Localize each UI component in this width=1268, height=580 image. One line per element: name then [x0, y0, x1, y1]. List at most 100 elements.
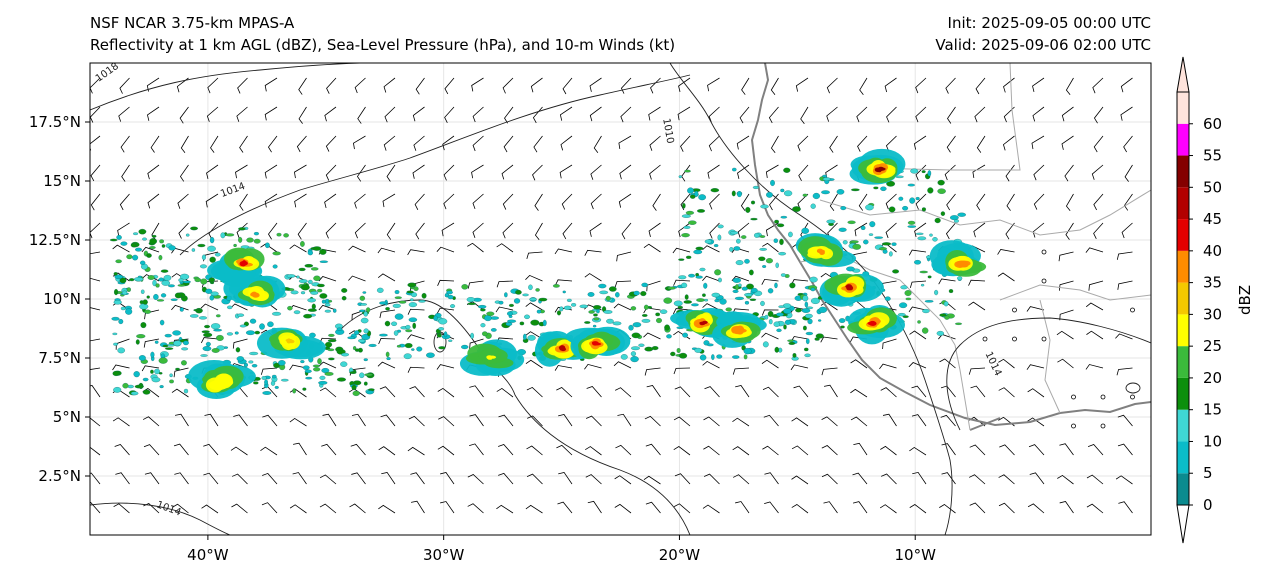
reflectivity-echo — [238, 227, 246, 231]
reflectivity-echo — [804, 353, 811, 358]
wind-barb — [171, 304, 189, 311]
reflectivity-echo — [156, 299, 165, 302]
wind-barb — [378, 446, 396, 456]
reflectivity-echo — [504, 292, 508, 298]
wind-barb — [143, 444, 160, 456]
wind-barb — [643, 243, 661, 253]
reflectivity-echo — [759, 235, 766, 238]
wind-barb — [998, 387, 1015, 398]
reflectivity-echo — [251, 364, 258, 368]
reflectivity-echo — [327, 339, 337, 343]
reflectivity-echo — [189, 314, 199, 318]
wind-barb — [151, 222, 160, 241]
wind-barb — [939, 504, 956, 514]
reflectivity-echo — [359, 295, 366, 301]
wind-barb — [142, 416, 160, 427]
reflectivity-echo — [259, 323, 265, 330]
wind-barb — [378, 338, 396, 345]
reflectivity-echo — [957, 212, 966, 217]
colorbar-segment — [1177, 250, 1189, 283]
wind-barb — [915, 106, 927, 123]
wind-barb — [821, 473, 838, 485]
wind-barb — [233, 414, 248, 427]
wind-barb — [1093, 222, 1104, 239]
wind-barb — [673, 503, 691, 514]
reflectivity-echo — [783, 190, 793, 197]
reflectivity-echo — [789, 282, 796, 289]
reflectivity-echo — [630, 351, 637, 357]
wind-barb — [298, 106, 307, 124]
reflectivity-echo — [774, 346, 780, 353]
wind-barb — [852, 472, 868, 485]
reflectivity-echo — [426, 352, 435, 358]
reflectivity-echo — [360, 317, 369, 324]
reflectivity-echo — [694, 190, 699, 197]
reflectivity-echo — [699, 354, 707, 361]
wind-barb — [469, 443, 484, 456]
wind-barb — [737, 164, 750, 179]
reflectivity-echo — [201, 254, 206, 260]
wind-barb — [584, 249, 602, 256]
wind-barb — [558, 472, 573, 485]
isobar-1014-north — [179, 74, 691, 256]
wind-barb — [532, 164, 543, 181]
reflectivity-echo — [358, 347, 363, 353]
wind-barb — [703, 473, 720, 485]
reflectivity-echo — [792, 353, 797, 358]
wind-barb — [289, 364, 307, 371]
wind-barb — [174, 413, 189, 427]
wind-barb — [972, 164, 986, 179]
reflectivity-echo — [207, 245, 216, 252]
reflectivity-echo — [179, 307, 184, 312]
wind-barb — [1115, 475, 1133, 485]
wind-barb — [525, 302, 543, 311]
wind-barb — [702, 303, 720, 311]
reflectivity-echo — [630, 306, 637, 311]
isobar-1014-east — [946, 317, 1151, 431]
reflectivity-echo — [815, 333, 824, 339]
wind-barb — [436, 246, 455, 253]
wind-barb — [264, 77, 278, 92]
reflectivity-echo — [341, 352, 349, 357]
reflectivity-echo — [144, 309, 152, 314]
reflectivity-echo — [264, 379, 268, 386]
wind-barb — [179, 164, 189, 182]
reflectivity-echo — [272, 251, 281, 256]
wind-barb — [944, 164, 956, 181]
wind-barb — [554, 365, 573, 371]
reflectivity-echo — [298, 279, 308, 284]
reflectivity-echo — [318, 380, 328, 385]
reflectivity-echo — [655, 312, 661, 317]
reflectivity-echo — [904, 290, 912, 297]
wind-barb — [652, 193, 661, 211]
reflectivity-echo — [364, 373, 373, 377]
wind-barb — [1088, 280, 1104, 291]
reflectivity-echo — [154, 368, 160, 375]
reflectivity-echo — [743, 347, 752, 355]
reflectivity-echo — [482, 331, 488, 337]
reflectivity-echo — [183, 388, 189, 394]
reflectivity-echo — [638, 343, 645, 347]
wind-barb — [437, 279, 455, 286]
valid-time: Valid: 2025-09-06 02:00 UTC — [935, 36, 1151, 54]
reflectivity-echo — [684, 169, 691, 173]
reflectivity-echo — [803, 325, 807, 331]
colorbar-tick-label: 15 — [1203, 401, 1222, 419]
calm-wind-circle — [1012, 307, 1017, 313]
reflectivity-echo — [673, 300, 683, 307]
reflectivity-echo — [160, 269, 169, 273]
wind-barb — [1057, 358, 1074, 369]
reflectivity-echo — [732, 277, 741, 283]
lon-tick-label: 20°W — [659, 546, 701, 564]
reflectivity-echo — [759, 247, 767, 251]
reflectivity-echo — [161, 280, 171, 286]
wind-barb — [386, 222, 396, 240]
wind-barb — [319, 503, 337, 514]
reflectivity-echo — [366, 390, 374, 395]
wind-barb — [203, 443, 219, 456]
reflectivity-echo — [379, 333, 388, 337]
wind-barb — [617, 413, 632, 427]
wind-barb — [1059, 309, 1074, 321]
wind-barb — [616, 251, 632, 262]
reflectivity-echo — [328, 333, 335, 337]
